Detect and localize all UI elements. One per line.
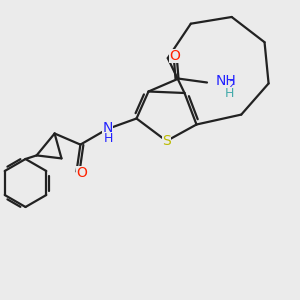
Text: NH: NH xyxy=(215,74,236,88)
Text: O: O xyxy=(169,49,180,63)
Text: H: H xyxy=(225,87,234,101)
Text: H: H xyxy=(104,132,114,145)
Text: N: N xyxy=(102,121,112,134)
Text: 2: 2 xyxy=(228,80,234,91)
Text: O: O xyxy=(76,166,87,180)
Text: S: S xyxy=(162,134,171,148)
